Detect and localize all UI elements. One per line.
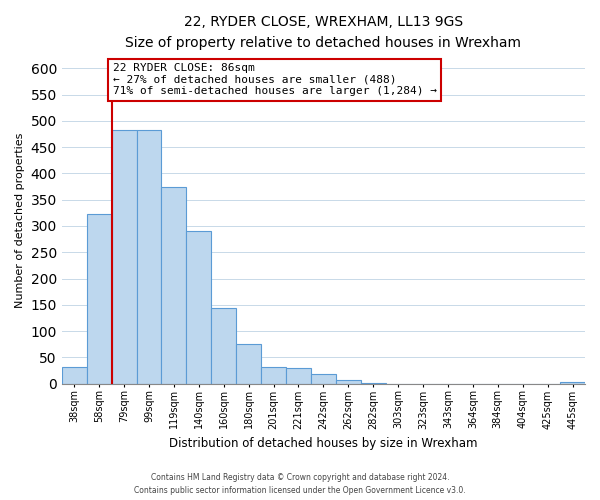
Y-axis label: Number of detached properties: Number of detached properties: [15, 133, 25, 308]
Bar: [236, 344, 261, 384]
Bar: [87, 214, 112, 384]
Bar: [62, 367, 87, 384]
Bar: [361, 382, 386, 384]
Bar: [112, 130, 137, 384]
X-axis label: Distribution of detached houses by size in Wrexham: Distribution of detached houses by size …: [169, 437, 478, 450]
Bar: [137, 130, 161, 384]
Text: 22 RYDER CLOSE: 86sqm
← 27% of detached houses are smaller (488)
71% of semi-det: 22 RYDER CLOSE: 86sqm ← 27% of detached …: [113, 63, 437, 96]
Bar: [286, 368, 311, 384]
Title: 22, RYDER CLOSE, WREXHAM, LL13 9GS
Size of property relative to detached houses : 22, RYDER CLOSE, WREXHAM, LL13 9GS Size …: [125, 15, 521, 50]
Bar: [311, 374, 336, 384]
Bar: [261, 368, 286, 384]
Bar: [211, 308, 236, 384]
Bar: [336, 380, 361, 384]
Bar: [560, 382, 585, 384]
Text: Contains HM Land Registry data © Crown copyright and database right 2024.
Contai: Contains HM Land Registry data © Crown c…: [134, 474, 466, 495]
Bar: [187, 230, 211, 384]
Bar: [161, 187, 187, 384]
